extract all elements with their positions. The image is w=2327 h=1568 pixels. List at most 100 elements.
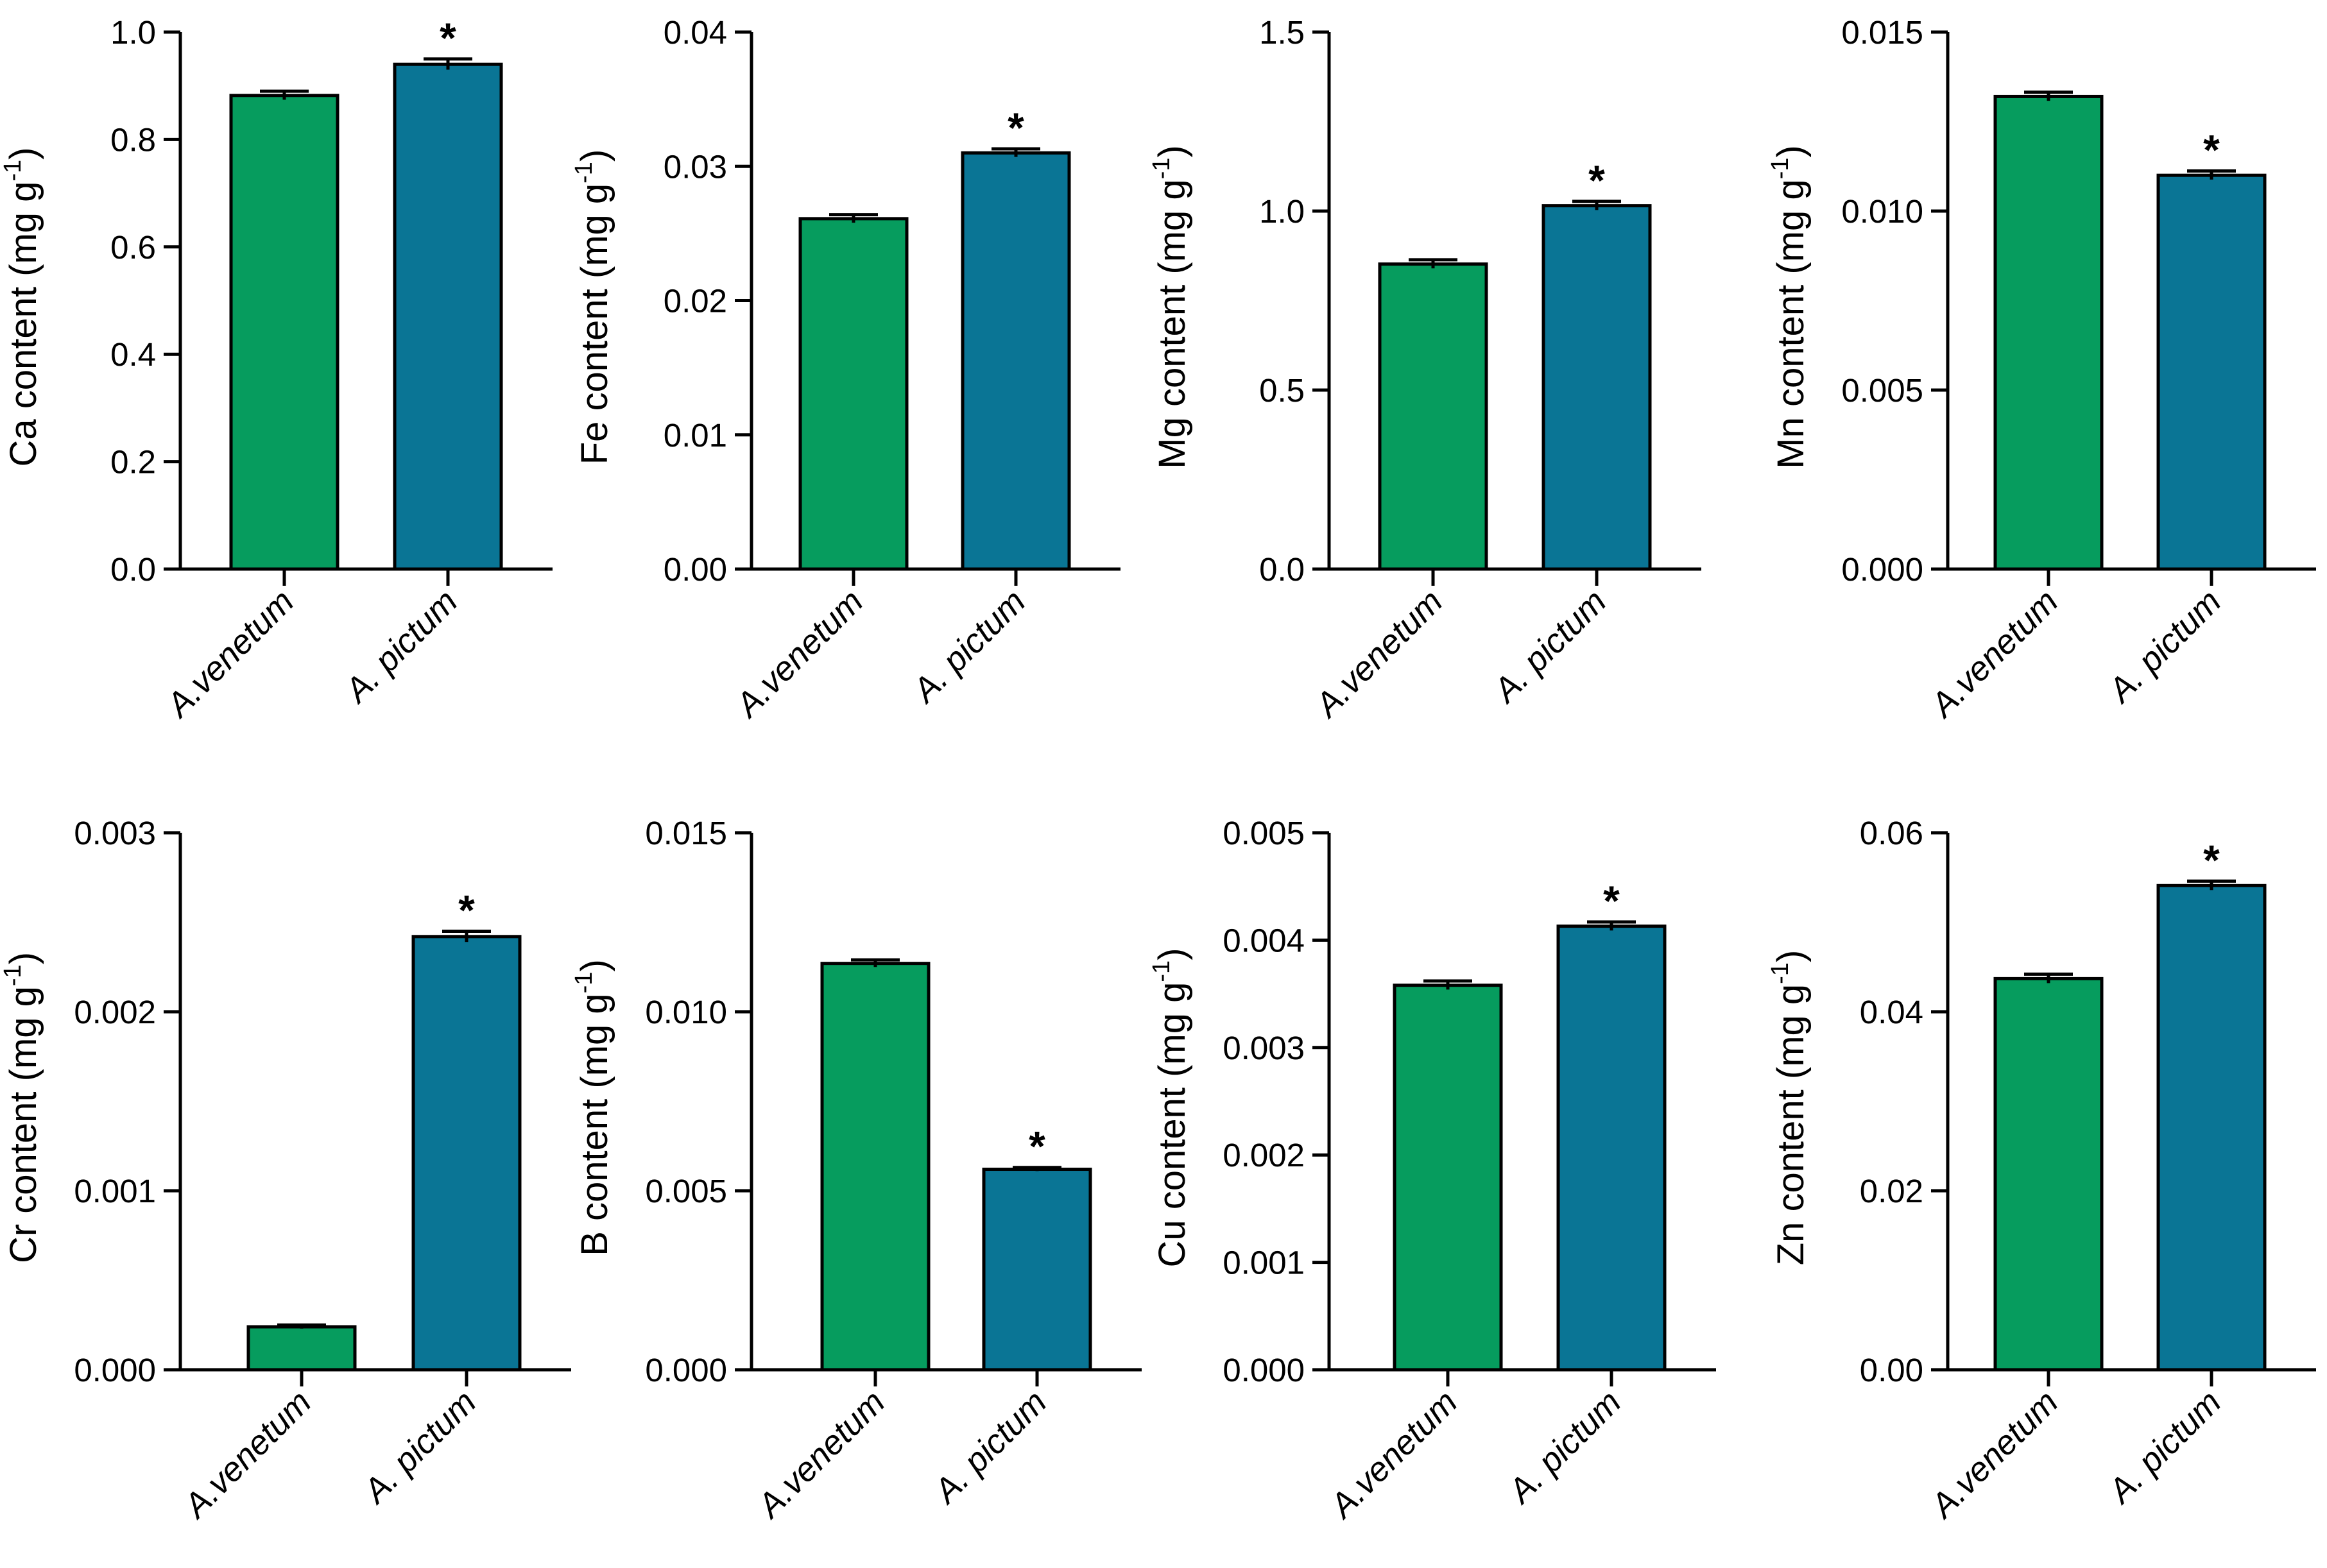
y-tick-label: 0.015 — [1841, 14, 1923, 51]
y-tick-label: 0.001 — [74, 1173, 156, 1209]
y-tick-label: 0.4 — [110, 336, 156, 373]
x-tick-label: A.venetum — [175, 1383, 318, 1526]
y-tick-label: 0.04 — [1860, 994, 1923, 1030]
y-axis-title-close: ) — [574, 959, 615, 971]
y-tick-label: 0.00 — [664, 551, 727, 588]
bar-fe-venetum — [798, 217, 909, 571]
significance-marker: * — [2203, 836, 2220, 883]
y-axis-title-close: ) — [1151, 948, 1193, 960]
y-axis-title-main: Ca content (mg g — [3, 182, 44, 467]
bar-mg-pictum — [1541, 204, 1652, 571]
significance-marker: * — [1588, 157, 1605, 204]
chart-panel-fe: A.venetum * A. pictum 0.00 0.01 0.02 0.03 0.04 F… — [571, 14, 1121, 726]
y-tick-label: 0.001 — [1223, 1245, 1305, 1281]
y-axis-title-close: ) — [3, 147, 44, 159]
y-tick-label: 0.6 — [110, 229, 156, 266]
bar-b-venetum — [820, 962, 931, 1372]
y-axis-title-sup: -1 — [1148, 960, 1175, 982]
y-tick-label: 0.010 — [1841, 193, 1923, 230]
chart-panel-mg: A.venetum * A. pictum 0.0 0.5 1.0 1.5 Mg conten… — [1148, 14, 1701, 726]
bar-ca-pictum — [393, 62, 503, 571]
x-tick-label: A. pictum — [1500, 1383, 1628, 1512]
y-tick-label: 0.000 — [1841, 551, 1923, 588]
bar-mn-venetum — [1993, 94, 2104, 571]
y-axis-title-sup: -1 — [1767, 962, 1794, 984]
y-tick-label: 0.000 — [645, 1352, 727, 1388]
y-axis-title-main: Mg content (mg g — [1151, 179, 1193, 468]
y-axis-title: Ca content (mg g-1) — [0, 147, 44, 466]
y-tick-label: 0.06 — [1860, 815, 1923, 851]
y-tick-label: 1.5 — [1259, 14, 1305, 51]
bar-cu-venetum — [1393, 984, 1503, 1372]
chart-panel-cr: A.venetum * A. pictum 0.000 0.001 0.002 0.003 C… — [0, 815, 571, 1526]
bar-zn-venetum — [1993, 976, 2104, 1372]
y-tick-label: 0.004 — [1223, 922, 1305, 959]
chart-panel-ca: A.venetum * A. pictum 0.0 0.2 0.4 0.6 0.8 1.0 Ca … — [0, 14, 553, 726]
y-axis-title-main: Mn content (mg g — [1770, 179, 1812, 468]
y-tick-label: 1.0 — [110, 14, 156, 51]
bar-cu-pictum — [1556, 925, 1667, 1372]
bar-b-pictum — [982, 1168, 1092, 1372]
bar-ca-venetum — [229, 94, 339, 571]
y-axis-title-sup: -1 — [571, 162, 597, 183]
y-axis-title-sup: -1 — [1148, 158, 1175, 180]
bar-mg-venetum — [1378, 262, 1488, 571]
y-axis-title-main: Fe content (mg g — [574, 183, 615, 464]
bar-mn-pictum — [2156, 173, 2267, 571]
y-axis-title-close: ) — [1770, 145, 1812, 157]
y-tick-label: 0.01 — [664, 417, 727, 454]
x-tick-label: A. pictum — [2100, 1383, 2228, 1512]
y-tick-label: 0.005 — [645, 1173, 727, 1209]
y-tick-label: 0.003 — [1223, 1030, 1305, 1066]
x-tick-label: A. pictum — [355, 1383, 483, 1512]
y-axis-title-main: Cu content (mg g — [1151, 982, 1193, 1268]
x-tick-label: A. pictum — [2100, 583, 2228, 711]
y-axis-title-main: Cr content (mg g — [3, 986, 44, 1263]
x-tick-label: A. pictum — [925, 1383, 1054, 1512]
y-axis-title: Cr content (mg g-1) — [0, 952, 44, 1263]
chart-panel-cu: A.venetum * A. pictum 0.000 0.001 0.002 0.003 0… — [1148, 815, 1716, 1526]
y-tick-label: 1.0 — [1259, 193, 1305, 230]
y-axis-title: Zn content (mg g-1) — [1767, 950, 1812, 1266]
y-tick-label: 0.00 — [1860, 1352, 1923, 1388]
y-tick-label: 0.010 — [645, 994, 727, 1030]
y-axis-title-close: ) — [574, 149, 615, 162]
y-tick-label: 0.003 — [74, 815, 156, 851]
significance-marker: * — [440, 14, 456, 62]
significance-marker: * — [458, 886, 475, 933]
significance-marker: * — [1008, 104, 1024, 151]
x-tick-label: A.venetum — [1922, 583, 2065, 726]
x-tick-label: A.venetum — [727, 583, 870, 726]
x-tick-label: A. pictum — [1485, 583, 1613, 711]
y-tick-label: 0.002 — [1223, 1137, 1305, 1173]
y-tick-label: 0.02 — [664, 283, 727, 320]
y-axis-title: Fe content (mg g-1) — [571, 149, 615, 465]
y-tick-label: 0.002 — [74, 994, 156, 1030]
significance-marker: * — [1603, 877, 1620, 925]
y-axis-title-close: ) — [1770, 950, 1812, 962]
chart-panel-mn: A.venetum * A. pictum 0.000 0.005 0.010 0.015 M… — [1767, 14, 2316, 726]
bar-zn-pictum — [2156, 883, 2267, 1372]
y-axis-title-close: ) — [3, 952, 44, 964]
x-tick-label: A.venetum — [1321, 1383, 1464, 1526]
y-tick-label: 0.0 — [1259, 551, 1305, 588]
bar-cr-venetum — [246, 1325, 357, 1372]
bar-cr-pictum — [411, 935, 522, 1372]
y-tick-label: 0.2 — [110, 444, 156, 481]
y-tick-label: 0.04 — [664, 14, 727, 51]
y-tick-label: 0.015 — [645, 815, 727, 851]
y-tick-label: 0.0 — [110, 551, 156, 588]
y-axis-title: B content (mg g-1) — [571, 959, 615, 1256]
y-axis-title-main: B content (mg g — [574, 993, 615, 1256]
y-axis-title-sup: -1 — [1767, 158, 1794, 180]
chart-panel-zn: A.venetum * A. pictum 0.00 0.02 0.04 0.06 Zn co… — [1767, 815, 2316, 1526]
x-tick-label: A.venetum — [158, 583, 301, 726]
y-tick-label: 0.02 — [1860, 1173, 1923, 1209]
y-axis-title-close: ) — [1151, 145, 1193, 157]
significance-marker: * — [1029, 1123, 1045, 1170]
y-axis-title-main: Zn content (mg g — [1770, 984, 1812, 1265]
y-tick-label: 0.005 — [1223, 815, 1305, 851]
y-tick-label: 0.03 — [664, 148, 727, 185]
x-tick-label: A. pictum — [336, 583, 465, 711]
